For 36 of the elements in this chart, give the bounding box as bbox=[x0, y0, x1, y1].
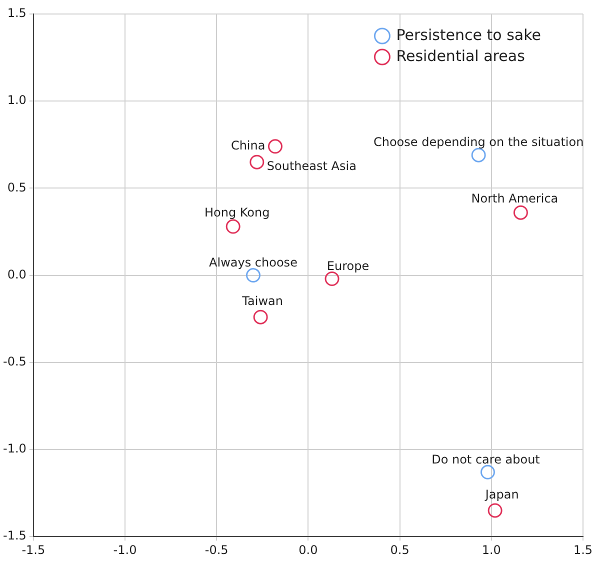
point bbox=[246, 268, 260, 283]
y-tick-label: 1.5 bbox=[7, 6, 26, 20]
annotation: Hong Kong bbox=[204, 206, 270, 220]
x-tick-label: 1.0 bbox=[482, 542, 501, 557]
y-tick-label: -1.0 bbox=[2, 442, 26, 456]
annotation: North America bbox=[471, 192, 558, 206]
annotation: Always choose bbox=[209, 255, 298, 270]
point bbox=[471, 148, 486, 162]
point bbox=[226, 219, 240, 234]
annotation: China bbox=[230, 138, 266, 153]
x-tick-label: -1.5 bbox=[22, 542, 46, 557]
legend-label: Residential areas bbox=[396, 46, 526, 65]
point bbox=[488, 503, 502, 518]
annotation: Do not care about bbox=[432, 452, 540, 466]
x-tick-label: -0.5 bbox=[204, 542, 228, 557]
point bbox=[480, 464, 495, 480]
y-tick-label: -1.5 bbox=[2, 528, 26, 543]
point bbox=[253, 310, 268, 324]
legend-label: Persistence to sake bbox=[396, 26, 542, 44]
x-tick-label: 0.0 bbox=[298, 542, 318, 557]
annotation: Choose depending on the situation bbox=[373, 135, 584, 150]
point bbox=[324, 272, 340, 286]
annotation: Japan bbox=[484, 488, 519, 502]
point bbox=[268, 139, 282, 154]
point bbox=[250, 154, 264, 170]
point bbox=[513, 205, 528, 220]
annotation: Southeast Asia bbox=[266, 159, 356, 174]
annotation: Europe bbox=[326, 258, 370, 273]
y-tick-label: 1.0 bbox=[7, 93, 26, 108]
x-tick-label: 1.5 bbox=[573, 542, 593, 557]
annotation: Taiwan bbox=[241, 294, 283, 308]
x-tick-label: 0.5 bbox=[390, 542, 410, 557]
y-tick-label: -0.5 bbox=[2, 354, 26, 369]
y-tick-label: 0.0 bbox=[7, 267, 26, 282]
y-tick-label: 0.5 bbox=[7, 180, 26, 194]
x-tick-label: -1.0 bbox=[113, 542, 137, 557]
